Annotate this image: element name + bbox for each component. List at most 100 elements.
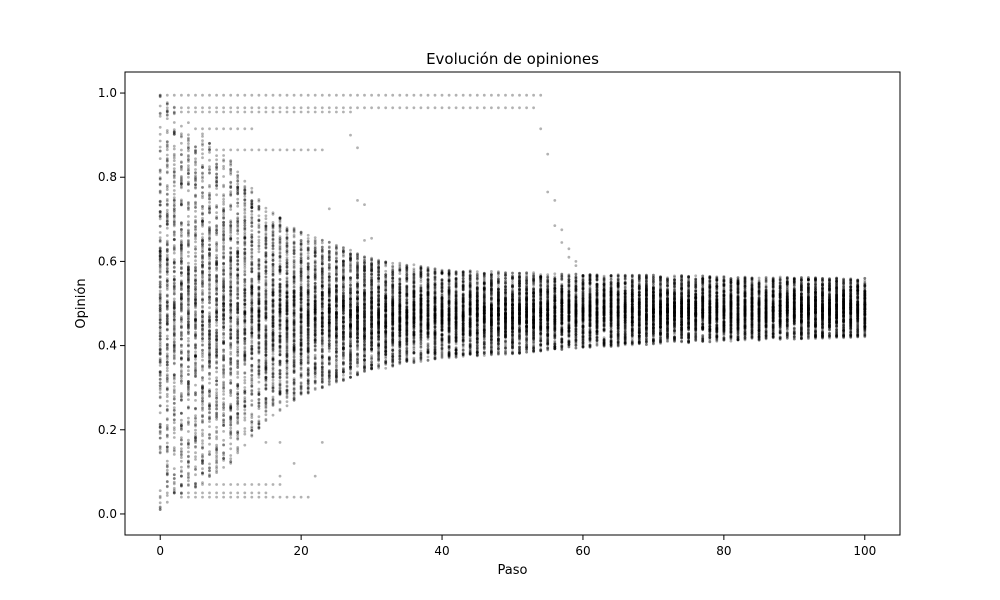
- data-point: [201, 408, 204, 412]
- data-point: [243, 443, 247, 447]
- data-point: [222, 154, 226, 157]
- data-point: [299, 243, 303, 246]
- data-point: [201, 458, 204, 462]
- data-point: [187, 460, 190, 463]
- data-point: [194, 306, 197, 310]
- data-point: [158, 309, 162, 313]
- data-point: [172, 346, 176, 350]
- data-point: [208, 243, 211, 247]
- data-point: [264, 275, 268, 279]
- data-point: [208, 462, 211, 466]
- data-point: [158, 377, 162, 381]
- data-point: [243, 297, 247, 301]
- data-point: [172, 281, 176, 285]
- data-point: [236, 225, 240, 229]
- data-point: [257, 402, 261, 406]
- data-point: [172, 307, 176, 310]
- data-point: [285, 228, 289, 232]
- data-point: [306, 295, 310, 299]
- data-point: [292, 266, 296, 270]
- data-point: [180, 260, 183, 263]
- data-point: [299, 307, 303, 311]
- data-point: [250, 425, 254, 429]
- data-point: [165, 337, 169, 341]
- data-point: [172, 201, 176, 205]
- data-point: [201, 298, 204, 302]
- data-point: [165, 198, 169, 201]
- data-point: [299, 248, 303, 252]
- data-point: [194, 145, 197, 149]
- data-point: [236, 372, 240, 376]
- data-point: [180, 247, 183, 251]
- data-point: [271, 331, 275, 335]
- data-point: [180, 141, 183, 145]
- data-point: [208, 377, 211, 381]
- data-point: [264, 264, 268, 268]
- data-point: [201, 333, 204, 336]
- data-point: [208, 255, 211, 259]
- data-point: [264, 210, 268, 214]
- data-point: [165, 374, 169, 378]
- data-point: [172, 215, 176, 219]
- data-point: [306, 373, 310, 377]
- data-point: [158, 317, 162, 320]
- data-point: [194, 148, 197, 152]
- data-point: [313, 299, 317, 303]
- data-point: [250, 283, 254, 287]
- data-point: [250, 429, 254, 432]
- data-point: [271, 342, 275, 346]
- data-point: [236, 192, 240, 196]
- data-point: [194, 245, 197, 249]
- data-point: [201, 445, 204, 449]
- data-point: [158, 378, 162, 381]
- data-point: [236, 176, 240, 180]
- data-point: [243, 214, 247, 218]
- data-point: [194, 333, 197, 337]
- data-point: [250, 301, 254, 305]
- data-point: [172, 428, 176, 432]
- data-point: [172, 350, 176, 353]
- data-point: [158, 203, 162, 207]
- data-point: [306, 246, 310, 250]
- data-point: [264, 251, 268, 255]
- data-point: [194, 292, 197, 296]
- data-point: [165, 255, 169, 259]
- data-point: [320, 366, 324, 370]
- data-point: [250, 221, 254, 225]
- data-point: [201, 142, 204, 146]
- data-point: [264, 399, 268, 403]
- data-point: [264, 364, 268, 368]
- data-point: [165, 188, 169, 192]
- data-point: [313, 381, 317, 385]
- data-point: [243, 236, 247, 239]
- data-point: [215, 233, 219, 237]
- data-point: [194, 206, 197, 209]
- data-point: [208, 165, 211, 169]
- data-point: [243, 195, 247, 198]
- data-point: [165, 308, 169, 311]
- data-point: [165, 409, 169, 413]
- data-point: [313, 260, 317, 264]
- data-point: [158, 384, 162, 388]
- data-point: [243, 408, 247, 412]
- data-point: [165, 459, 169, 463]
- data-point: [292, 281, 296, 284]
- data-point: [250, 202, 254, 206]
- data-point: [313, 388, 317, 391]
- data-point: [165, 241, 169, 245]
- data-point: [257, 387, 261, 391]
- data-point: [278, 379, 282, 382]
- data-point: [236, 354, 240, 358]
- data-point: [158, 260, 162, 264]
- data-point: [172, 453, 176, 456]
- data-point: [194, 259, 197, 263]
- data-point: [229, 350, 233, 354]
- data-point: [194, 174, 197, 177]
- data-point: [158, 321, 162, 324]
- data-point: [208, 360, 211, 363]
- data-point: [172, 446, 176, 450]
- data-point: [243, 317, 247, 321]
- data-point: [243, 198, 247, 201]
- data-point: [201, 397, 204, 400]
- data-point: [285, 352, 289, 356]
